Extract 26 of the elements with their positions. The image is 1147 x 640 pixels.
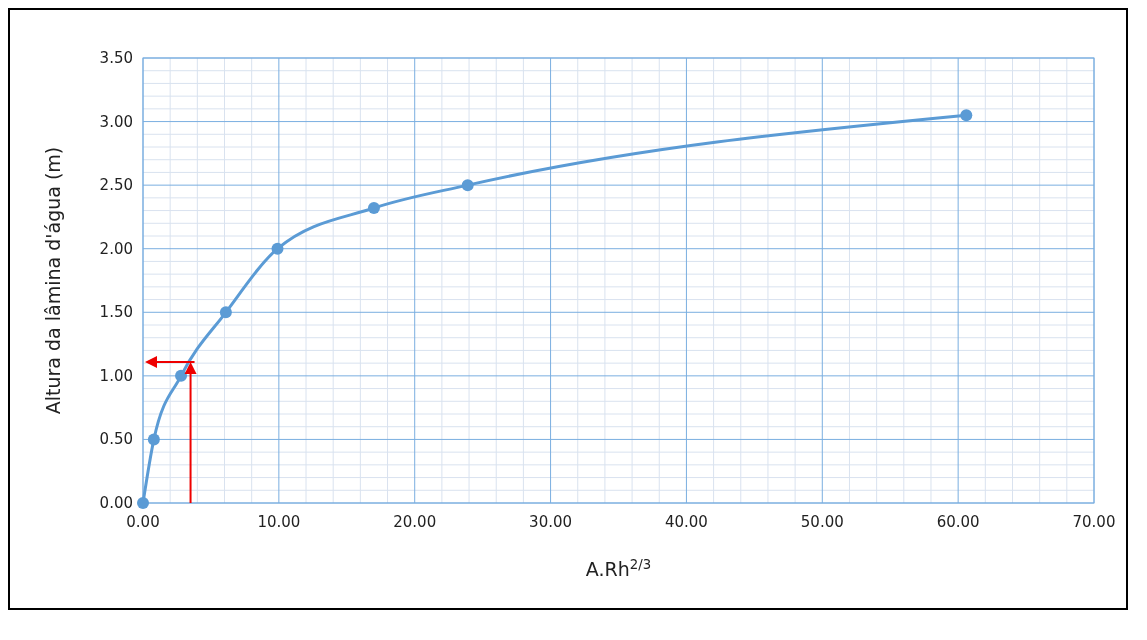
x-tick-label: 0.00 <box>126 513 160 531</box>
point <box>960 109 973 122</box>
y-tick-label: 0.00 <box>99 494 133 512</box>
y-tick-label: 1.00 <box>99 366 133 385</box>
point <box>271 242 284 255</box>
y-tick-label: 3.50 <box>99 49 133 67</box>
x-tick-label: 30.00 <box>529 513 573 531</box>
x-tick-label: 70.00 <box>1072 513 1116 531</box>
point <box>219 306 232 319</box>
y-tick-label: 1.50 <box>99 303 133 322</box>
y-tick-label: 0.50 <box>99 430 133 449</box>
y-tick-label: 2.50 <box>99 176 133 195</box>
point <box>367 202 380 215</box>
x-tick-label: 40.00 <box>664 513 708 531</box>
point <box>147 433 160 446</box>
x-tick-label: 20.00 <box>393 513 437 531</box>
y-tick-label: 3.00 <box>99 112 133 131</box>
point <box>175 369 188 382</box>
y-tick-label: 2.00 <box>99 239 133 258</box>
y-axis-title: Altura da lâmina d'água (m) <box>42 146 64 415</box>
x-tick-label: 10.00 <box>257 513 301 531</box>
x-tick-label: 50.00 <box>800 513 844 531</box>
x-axis-title: A.Rh$^{2/3}$ <box>585 556 652 580</box>
point <box>461 179 474 192</box>
x-tick-label: 60.00 <box>936 513 980 531</box>
point <box>137 497 149 509</box>
